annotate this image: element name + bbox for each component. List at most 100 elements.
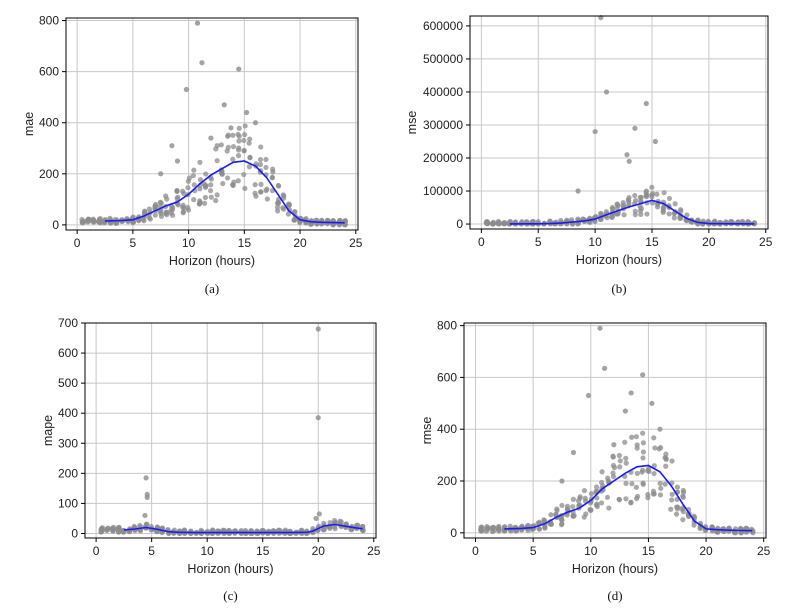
scatter-point: [585, 392, 592, 399]
scatter-point: [140, 216, 146, 222]
scatter-point: [616, 497, 623, 503]
scatter-point: [110, 526, 116, 532]
scatter-point: [542, 518, 548, 524]
panel-caption: (a): [205, 281, 219, 296]
scatter-point: [614, 202, 621, 208]
x-tick-label: 25: [757, 544, 771, 558]
x-tick-label: 5: [535, 235, 542, 249]
scatter-point: [242, 123, 248, 129]
scatter-point: [661, 190, 667, 196]
panel-caption: (d): [607, 588, 622, 603]
scatter-point: [632, 192, 638, 199]
y-axis-label: mse: [405, 111, 419, 135]
scatter-point: [640, 480, 646, 486]
scatter-point: [175, 194, 181, 200]
scatter-point: [313, 515, 319, 522]
scatter-point: [113, 220, 119, 226]
scatter-point: [617, 458, 623, 464]
scatter-points: [483, 15, 758, 227]
scatter-point: [208, 176, 214, 182]
scatter-point: [652, 445, 658, 451]
scatter-point: [611, 442, 617, 448]
y-tick-label: 800: [437, 319, 457, 333]
scatter-point: [142, 512, 148, 519]
scatter-point: [564, 503, 571, 509]
scatter-point: [224, 148, 230, 154]
scatter-point: [197, 159, 203, 165]
scatter-point: [666, 211, 672, 217]
scatter-point: [587, 506, 593, 513]
scatter-point: [185, 185, 191, 191]
scatter-point: [622, 408, 628, 414]
scatter-point: [626, 200, 632, 206]
scatter-point: [258, 181, 264, 187]
scatter-point: [669, 497, 675, 503]
scatter-point: [640, 455, 646, 461]
scatter-point: [264, 196, 271, 202]
scatter-point: [274, 200, 281, 206]
scatter-point: [697, 525, 703, 532]
chart-d: 0 5 10 15 20 25 0 200 400 600 800 Horizon (hours) rm…: [420, 319, 771, 603]
x-axis-label: Horizon (hours): [169, 254, 255, 268]
scatter-point: [594, 484, 600, 490]
scatter-point: [490, 221, 496, 227]
scatter-point: [680, 487, 686, 494]
scatter-point: [242, 132, 248, 138]
scatter-point: [270, 166, 276, 172]
scatter-point: [640, 430, 646, 436]
scatter-point: [221, 527, 227, 533]
scatter-point: [638, 198, 644, 204]
scatter-point: [285, 211, 291, 217]
x-tick-label: 10: [182, 236, 196, 250]
scatter-point: [154, 524, 160, 530]
scatter-point: [163, 209, 169, 215]
scatter-point: [610, 462, 616, 469]
scatter-point: [633, 434, 639, 440]
scatter-point: [236, 66, 242, 72]
scatter-point: [257, 161, 264, 168]
scatter-point: [286, 202, 293, 208]
y-axis-label: mae: [22, 112, 36, 136]
scatter-point: [637, 208, 644, 214]
scatter-point: [213, 146, 219, 152]
scatter-point: [654, 191, 660, 197]
plot-frame: [463, 322, 767, 539]
scatter-point: [525, 523, 531, 529]
x-tick-label: 5: [130, 236, 137, 250]
scatter-point: [669, 458, 675, 464]
scatter-point: [644, 468, 651, 474]
x-tick-label: 0: [478, 235, 485, 249]
scatter-point: [671, 215, 677, 221]
x-tick-label: 10: [584, 544, 598, 558]
scatter-point: [610, 470, 616, 476]
scatter-point: [673, 511, 680, 517]
x-tick-label: 25: [349, 236, 363, 250]
x-tick-label: 10: [200, 544, 214, 558]
scatter-point: [623, 480, 629, 486]
scatter-point: [257, 189, 264, 195]
scatter-point: [610, 453, 616, 459]
scatter-point: [174, 158, 181, 164]
scatter-point: [588, 498, 594, 504]
scatter-point: [332, 526, 338, 532]
scatter-point: [657, 426, 663, 432]
scatter-point: [658, 485, 664, 491]
scatter-point: [651, 463, 657, 469]
scatter-point: [608, 214, 615, 220]
scatter-point: [257, 156, 264, 163]
scatter-point: [604, 494, 611, 500]
y-tick-label: 400: [39, 116, 59, 130]
scatter-point: [235, 178, 241, 184]
scatter-point: [183, 86, 189, 93]
scatter-point: [559, 502, 565, 509]
scatter-point: [247, 136, 253, 142]
scatter-point: [626, 158, 632, 164]
scatter-point: [221, 102, 227, 108]
scatter-point: [643, 188, 649, 194]
scatter-point: [252, 182, 258, 188]
y-tick-label: 0: [71, 526, 78, 540]
scatter-point: [649, 400, 655, 406]
scatter-point: [269, 174, 275, 180]
x-tick-label: 15: [642, 544, 656, 558]
